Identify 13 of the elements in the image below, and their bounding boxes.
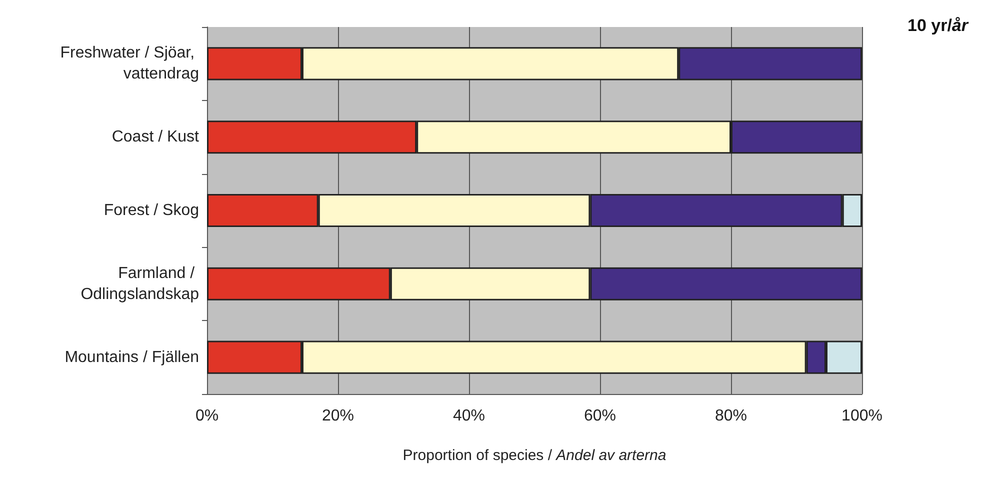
- x-tick-label: 0%: [195, 408, 219, 424]
- y-tick-label: Forest / Skog: [104, 202, 199, 219]
- y-tick-label: Farmland / Odlingslandskap: [80, 264, 200, 303]
- x-tick-label: 60%: [584, 408, 616, 424]
- text: 10 yr/år: [908, 16, 970, 35]
- x-axis-title: Proportion of species / Andel av arterna: [402, 447, 666, 464]
- x-tick-label: 100%: [842, 408, 882, 424]
- y-tick-label: Mountains / Fjällen: [64, 348, 199, 366]
- y-tick-label: Freshwater / Sjöar, vattendrag: [60, 44, 199, 83]
- y-tick-label: Coast / Kust: [112, 128, 200, 146]
- x-tick-label: 80%: [714, 408, 748, 424]
- x-tick-label: 40%: [452, 408, 486, 424]
- x-tick-label: 20%: [322, 408, 354, 424]
